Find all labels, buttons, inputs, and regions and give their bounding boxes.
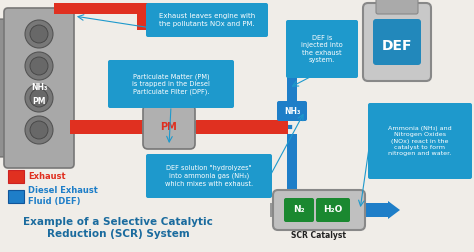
Text: DEF solution "hydrolyzes"
into ammonia gas (NH₃)
which mixes with exhaust.: DEF solution "hydrolyzes" into ammonia g… bbox=[165, 165, 253, 187]
FancyBboxPatch shape bbox=[316, 198, 350, 222]
FancyBboxPatch shape bbox=[108, 60, 234, 108]
Bar bbox=[137, 3, 148, 30]
FancyBboxPatch shape bbox=[143, 105, 195, 149]
Text: NH₃: NH₃ bbox=[284, 107, 300, 115]
Circle shape bbox=[30, 89, 48, 107]
Text: Diesel Exhaust
Fluid (DEF): Diesel Exhaust Fluid (DEF) bbox=[28, 186, 98, 206]
FancyBboxPatch shape bbox=[373, 19, 421, 65]
Text: DEF: DEF bbox=[382, 39, 412, 53]
FancyBboxPatch shape bbox=[4, 8, 74, 168]
Text: DEF is
injected into
the exhaust
system.: DEF is injected into the exhaust system. bbox=[301, 35, 343, 63]
Bar bbox=[287, 76, 297, 120]
Bar bbox=[70, 120, 148, 134]
FancyBboxPatch shape bbox=[284, 198, 314, 222]
Bar bbox=[196, 120, 288, 134]
Bar bbox=[188, 121, 196, 133]
Circle shape bbox=[25, 84, 53, 112]
Text: NH₃: NH₃ bbox=[31, 82, 47, 91]
Circle shape bbox=[25, 116, 53, 144]
Text: H₂O: H₂O bbox=[323, 205, 343, 214]
Polygon shape bbox=[388, 201, 400, 219]
Text: N₂: N₂ bbox=[293, 205, 305, 214]
FancyBboxPatch shape bbox=[273, 190, 365, 230]
Text: Example of a Selective Catalytic
Reduction (SCR) System: Example of a Selective Catalytic Reducti… bbox=[23, 217, 213, 239]
Text: Ammonia (NH₃) and
Nitrogen Oxides
(NOx) react in the
catalyst to form
nitrogen a: Ammonia (NH₃) and Nitrogen Oxides (NOx) … bbox=[388, 126, 452, 156]
Text: PM: PM bbox=[161, 122, 177, 132]
Bar bbox=[54, 3, 148, 14]
Bar bbox=[54, 3, 65, 12]
Bar bbox=[287, 134, 297, 195]
Circle shape bbox=[30, 57, 48, 75]
Circle shape bbox=[30, 121, 48, 139]
Text: Particulate Matter (PM)
is trapped in the Diesel
Particulate Filter (DPF).: Particulate Matter (PM) is trapped in th… bbox=[132, 73, 210, 95]
FancyBboxPatch shape bbox=[277, 101, 307, 121]
Circle shape bbox=[25, 52, 53, 80]
FancyBboxPatch shape bbox=[146, 154, 272, 198]
Bar bbox=[142, 121, 150, 133]
Text: PM: PM bbox=[32, 98, 46, 107]
FancyBboxPatch shape bbox=[363, 3, 431, 81]
Text: Exhaust: Exhaust bbox=[28, 172, 65, 181]
Bar bbox=[270, 203, 280, 217]
Bar bbox=[8, 170, 24, 183]
Circle shape bbox=[25, 20, 53, 48]
Text: SCR Catalyst: SCR Catalyst bbox=[292, 231, 346, 239]
FancyBboxPatch shape bbox=[0, 19, 11, 157]
Circle shape bbox=[30, 25, 48, 43]
FancyBboxPatch shape bbox=[146, 3, 268, 37]
FancyBboxPatch shape bbox=[286, 20, 358, 78]
Bar bbox=[8, 190, 24, 203]
Text: Exhaust leaves engine with
the pollutants NOx and PM.: Exhaust leaves engine with the pollutant… bbox=[159, 13, 255, 27]
FancyBboxPatch shape bbox=[376, 0, 418, 14]
Bar bbox=[360, 203, 388, 217]
FancyBboxPatch shape bbox=[368, 103, 472, 179]
